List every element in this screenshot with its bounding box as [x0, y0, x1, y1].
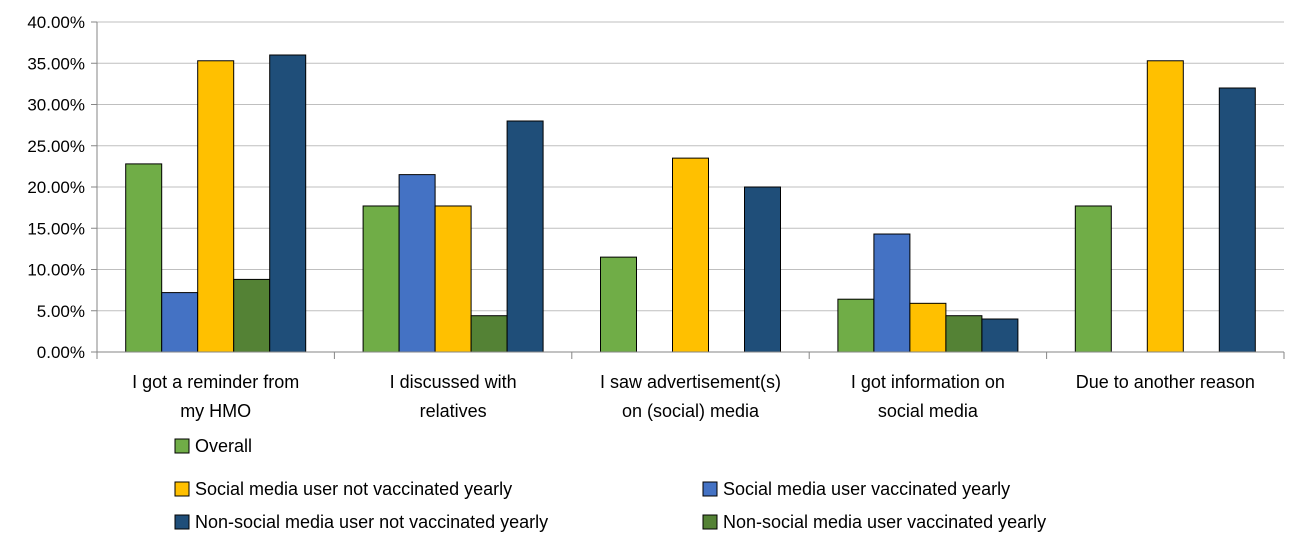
- x-category-label: Due to another reason: [1076, 372, 1255, 392]
- bar: [233, 278, 271, 353]
- bar: [981, 318, 1019, 353]
- bar: [744, 186, 781, 353]
- bar: [1074, 205, 1112, 353]
- bar: [672, 157, 709, 353]
- bar: [909, 302, 947, 353]
- y-tick-label: 5.00%: [37, 302, 85, 321]
- legend-swatch: [174, 438, 190, 454]
- legend-label: Non-social media user vaccinated yearly: [723, 512, 1046, 532]
- legend-swatch: [702, 514, 718, 530]
- y-tick-label: 15.00%: [27, 219, 85, 238]
- y-tick-label: 30.00%: [27, 96, 85, 115]
- bar: [1218, 87, 1256, 353]
- bar: [945, 315, 983, 353]
- x-category-label: I saw advertisement(s) on (social) media: [600, 372, 781, 421]
- legend-label: Non-social media user not vaccinated yea…: [195, 512, 548, 532]
- y-tick-label: 20.00%: [27, 178, 85, 197]
- bar: [161, 292, 199, 353]
- legend-label: Overall: [195, 436, 252, 456]
- legend-label: Social media user vaccinated yearly: [723, 479, 1010, 499]
- bar: [269, 54, 307, 353]
- y-tick-label: 10.00%: [27, 261, 85, 280]
- x-category-label: I discussed with relatives: [390, 372, 517, 421]
- bar: [197, 60, 235, 353]
- bar: [125, 163, 163, 353]
- y-tick-label: 40.00%: [27, 13, 85, 32]
- legend-swatch: [702, 481, 718, 497]
- bar: [434, 205, 472, 353]
- bar: [600, 256, 637, 353]
- x-category-label: I got information on social media: [851, 372, 1005, 421]
- x-category-label: I got a reminder from my HMO: [132, 372, 299, 421]
- legend-swatch: [174, 514, 190, 530]
- y-tick-label: 35.00%: [27, 54, 85, 73]
- bar: [873, 233, 911, 353]
- legend-swatch: [174, 481, 190, 497]
- bar: [398, 174, 436, 353]
- bar: [362, 205, 400, 353]
- bar: [1146, 60, 1184, 353]
- bar: [470, 315, 508, 353]
- y-tick-label: 25.00%: [27, 137, 85, 156]
- bar: [837, 298, 875, 353]
- y-tick-label: 0.00%: [37, 343, 85, 362]
- legend-label: Social media user not vaccinated yearly: [195, 479, 512, 499]
- bar: [506, 120, 544, 353]
